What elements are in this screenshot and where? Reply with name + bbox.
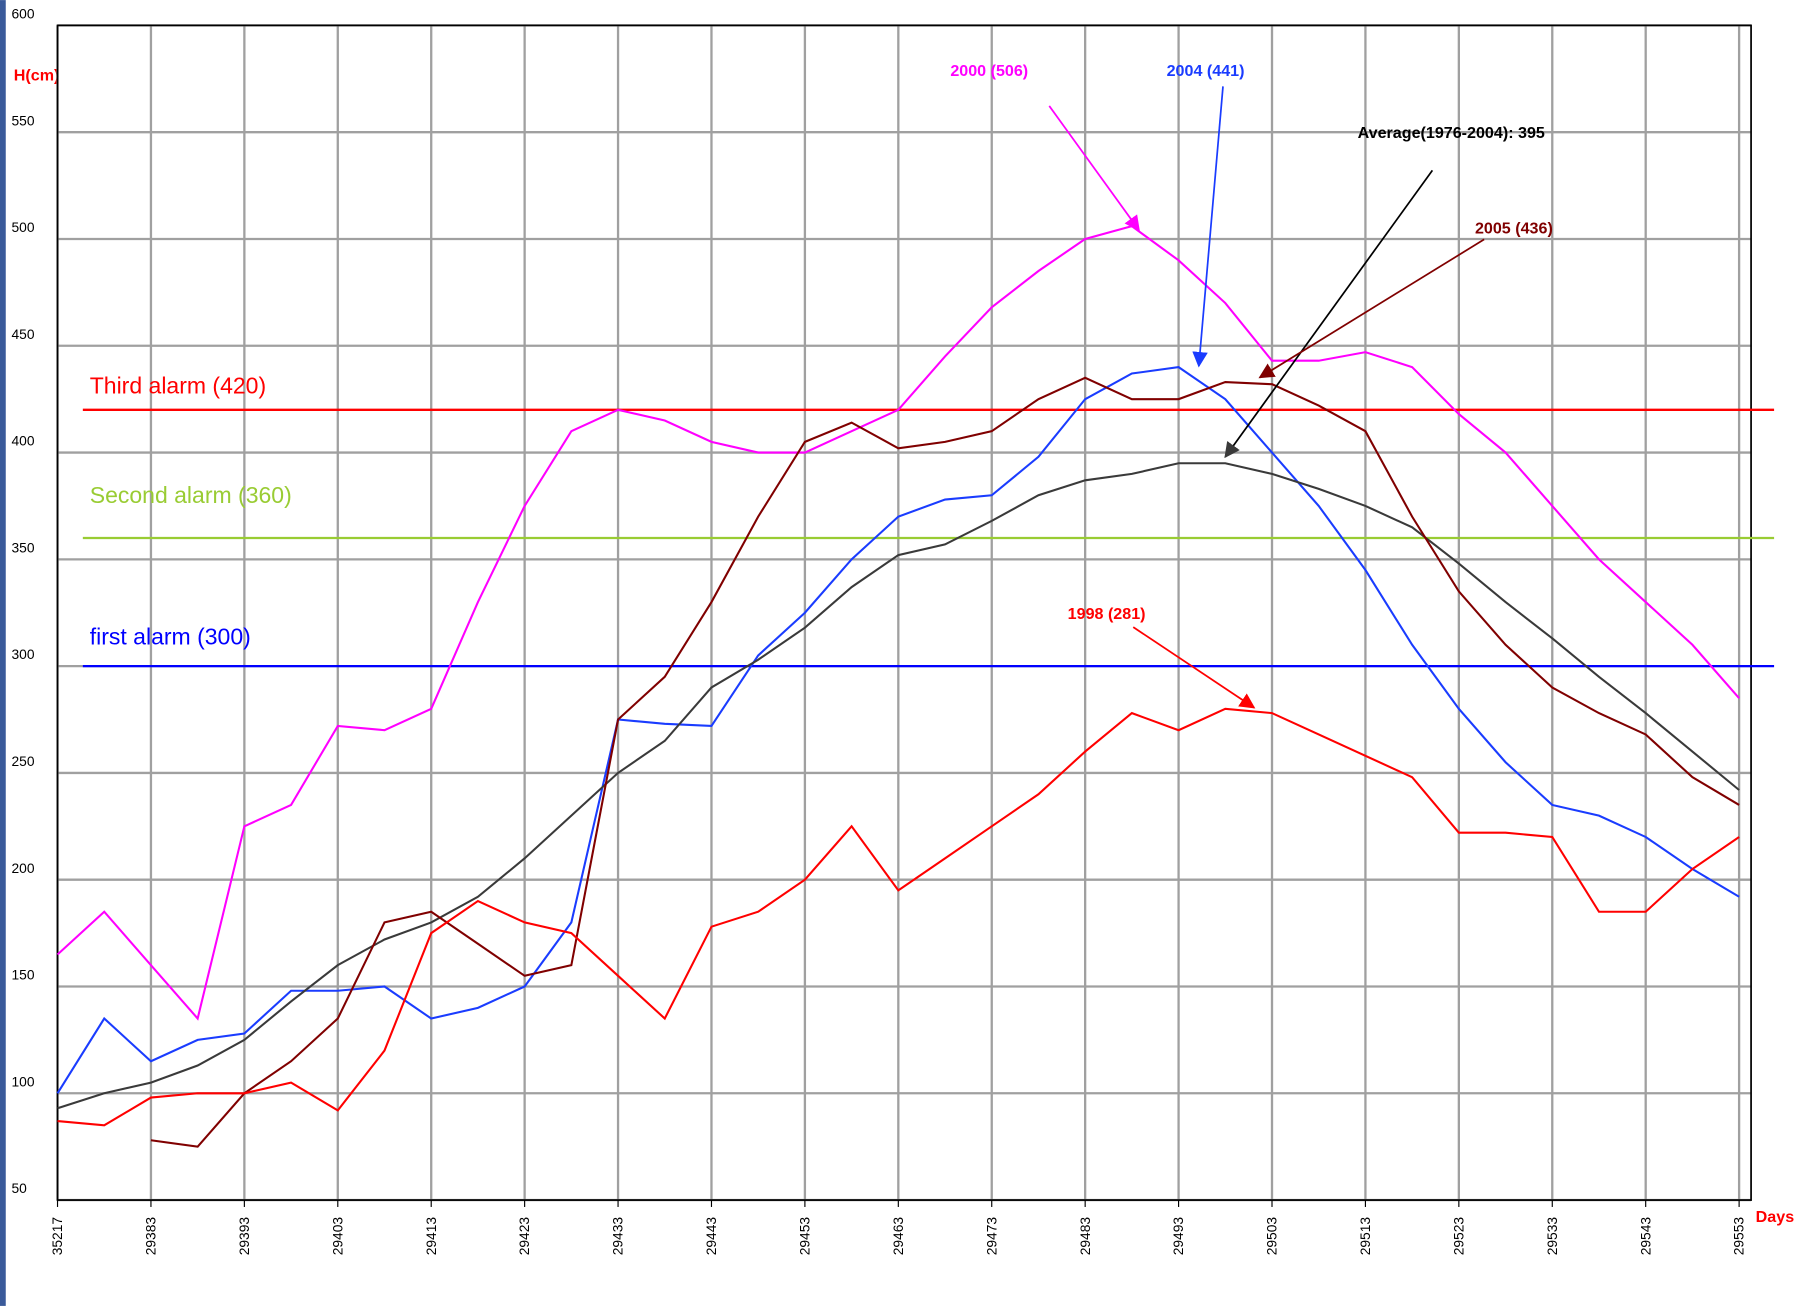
x-tick-label: 29543: [1638, 1217, 1653, 1256]
x-tick-label: 29503: [1265, 1217, 1280, 1256]
y-tick-label: 450: [12, 327, 35, 342]
x-tick-label: 29423: [517, 1217, 532, 1256]
x-tick-label: 29473: [984, 1217, 999, 1256]
annotation-label: 2005 (436): [1475, 220, 1553, 238]
y-tick-label: 200: [12, 861, 35, 876]
annotation-arrow: [1192, 86, 1224, 368]
x-tick-label: 29463: [891, 1217, 906, 1256]
y-tick-label: 350: [12, 540, 35, 555]
x-tick-label: 29403: [330, 1217, 345, 1256]
y-tick-label: 500: [12, 220, 35, 235]
annotation-arrow: [1224, 169, 1434, 459]
x-tick-label: 29383: [144, 1217, 159, 1256]
series-line: [150, 376, 1740, 1148]
y-tick-label: 600: [12, 6, 35, 21]
x-tick-label: 29413: [424, 1217, 439, 1256]
y-tick-label: 150: [12, 968, 35, 983]
y-tick-label: 100: [12, 1074, 35, 1089]
series-line: [56, 366, 1740, 1094]
x-axis-label: Days: [1756, 1208, 1795, 1226]
x-tick-label: 35217: [50, 1217, 65, 1255]
annotation-arrow: [1132, 626, 1256, 709]
y-tick-label: 550: [12, 113, 35, 128]
x-tick-label: 29393: [237, 1217, 252, 1256]
y-tick-label: 50: [12, 1181, 28, 1196]
series-line: [57, 462, 1740, 1110]
y-tick-label: 300: [12, 647, 35, 662]
annotation-arrow: [1258, 238, 1485, 379]
window-edge: [0, 0, 6, 1306]
x-tick-label: 29443: [704, 1217, 719, 1256]
alarm-label: first alarm (300): [90, 623, 251, 649]
plot-frame: [56, 24, 1752, 1201]
x-tick-label: 29533: [1545, 1217, 1560, 1256]
y-tick-label: 400: [12, 434, 35, 449]
series-line: [57, 707, 1740, 1127]
y-tick-label: 250: [12, 754, 35, 769]
alarm-label: Second alarm (360): [90, 482, 292, 508]
annotation-label: 2004 (441): [1167, 62, 1245, 80]
y-axis-label: H(cm): [14, 67, 60, 85]
x-tick-label: 29523: [1451, 1217, 1466, 1256]
series-line: [56, 225, 1740, 1021]
annotation-label: Average(1976-2004): 395: [1358, 124, 1545, 142]
x-tick-label: 29483: [1078, 1217, 1093, 1256]
x-tick-label: 29453: [797, 1217, 812, 1256]
x-tick-label: 29553: [1732, 1217, 1747, 1256]
x-tick-label: 29493: [1171, 1217, 1186, 1256]
alarm-label: Third alarm (420): [90, 373, 266, 399]
annotation-arrow: [1048, 105, 1140, 232]
x-tick-label: 29513: [1358, 1217, 1373, 1256]
annotation-label: 1998 (281): [1068, 605, 1146, 623]
x-tick-label: 29433: [611, 1217, 626, 1256]
annotation-label: 2000 (506): [950, 62, 1028, 80]
